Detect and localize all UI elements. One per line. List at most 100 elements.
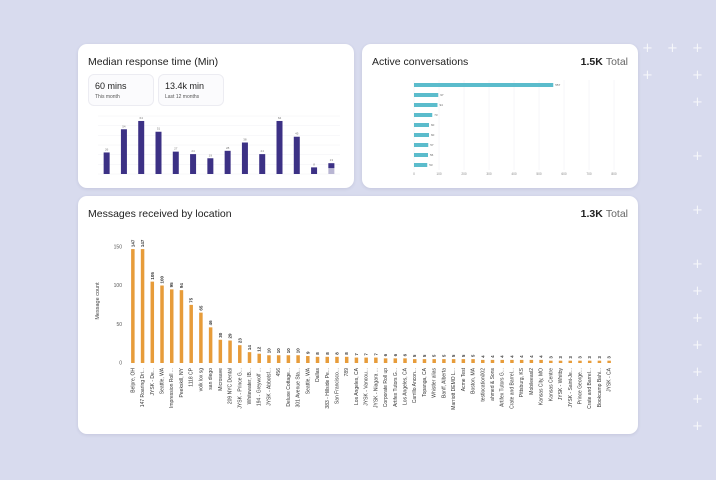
x-tick-label: san diego [208,368,214,390]
x-tick-label: Carrillo Ancon... [412,368,418,403]
bar-value-label: 46 [208,320,213,326]
median-bar [207,158,214,174]
x-tick-label: 500 [536,172,542,176]
bar-value-label: 5 [461,354,466,357]
active-conversations-card: Active conversations 1.5K Total 0 100 200 30… [362,44,638,188]
median-response-title: Median response time (Min) [88,56,219,68]
location-bar [228,340,232,363]
bar-value-label: 147 [140,239,145,247]
stat-this-month: 60 mins This month [88,74,154,106]
location-bar [510,359,514,363]
bar-value-label: 57 [430,143,434,147]
location-bar [218,339,223,363]
bar-value-label: 5 [471,354,476,357]
location-bar [296,355,300,363]
bar-value-label: 60 [431,123,435,127]
bar-value-label: 28 [226,146,230,150]
location-bar [286,355,291,363]
x-tick-label: 789 [344,368,350,377]
active-conversations-chart: 0 100 200 300 400 500 600 700 800 557 97 94 73 60 60 57… [413,80,617,176]
location-bar [393,358,398,363]
x-tick-label: Marriott DEMO L... [451,368,457,410]
x-tick-label: Artifex Tutors G... [393,368,399,407]
bar-value-label: 3 [548,356,553,359]
bar-value-label: 3 [568,356,573,359]
x-tick-label: 200 [461,172,467,176]
bar-value-label: 51 [157,127,161,131]
x-tick-label: Impression Roll ... [169,368,175,408]
x-tick-label: 0 [413,172,415,176]
bar-value-label: 64 [140,116,144,120]
x-tick-label: Deluxe Cottage... [286,368,292,407]
location-bar [558,360,563,363]
x-tick-label: 456 [276,368,282,377]
bar-value-label: 24 [261,149,265,153]
location-bar [549,360,553,363]
location-bar [276,355,281,363]
bar-value-label: 5 [432,354,437,357]
decorative-plus: + [642,68,653,83]
x-tick-label: Seattle, WA [305,367,311,394]
location-bar [539,359,543,363]
location-bar [199,312,203,363]
messages-total: 1.3K Total [581,208,628,220]
x-tick-label: 300 [486,172,492,176]
x-tick-label: Prince George... [577,368,583,404]
stat-label: Last 12 months [165,94,200,100]
bar-value-label: 10 [276,348,281,354]
conversation-bar [414,163,428,167]
conversation-bar [414,143,429,147]
location-bar [500,359,504,363]
location-bar [374,357,378,363]
bar-value-label: 3 [587,356,592,359]
bar-value-label: 29 [228,333,233,339]
x-tick-label: 209 NYC Dental [228,368,234,404]
median-bar [224,150,231,174]
location-bar [471,359,475,363]
decorative-plus: + [692,419,703,434]
x-tick-label: Whitewater, IB... [247,368,253,404]
decorative-plus: + [692,365,703,380]
location-bar [587,360,592,363]
bar-value-label: 4 [480,355,485,358]
x-tick-label: Boston, MA [471,367,477,394]
bar-value-label: 73 [434,113,438,117]
y-tick-label: 150 [114,244,123,250]
x-tick-label: Los Angeles, CA [403,367,409,405]
x-tick-label: 383 - Hillside Pe... [325,368,331,409]
x-tick-label: Topanga, CA [422,367,428,397]
location-bar [422,359,427,363]
median-bar [241,142,248,174]
active-conversations-total: 1.5K Total [581,56,628,68]
x-tick-label: Pittsburg, KS [519,367,525,397]
x-tick-label: JYSK - Prince G... [237,368,243,409]
bar-value-label: 65 [198,305,203,311]
total-value: 1.3K [580,208,603,220]
location-bar [315,356,320,363]
bar-value-label: 75 [189,297,194,303]
bar-value-label: 6 [393,353,398,356]
bar-value-label: 7 [354,353,359,356]
median-bar [138,120,145,174]
location-bar [412,359,417,363]
location-bar [451,359,456,363]
median-response-card: Median response time (Min) 60 mins This … [78,44,354,188]
stat-value: 60 mins [95,81,127,91]
conversation-bar [414,103,438,107]
location-bar [461,359,466,363]
x-tick-label: 400 [511,172,517,176]
bar-value-label: 10 [296,348,301,354]
bar-value-label: 95 [169,282,174,288]
bar-value-label: 3 [577,356,582,359]
bar-value-label: 6 [383,353,388,356]
x-tick-label: Crate and Barrel... [509,368,515,409]
bar-value-label: 8 [325,352,330,355]
x-tick-label: volk lox sg [198,368,204,392]
x-tick-label: 301 Avenue Sta... [296,368,302,407]
location-bar [325,356,330,363]
median-bar [311,167,318,174]
bar-value-label: 23 [237,338,242,344]
decorative-plus: + [692,257,703,272]
bar-value-label: 7 [373,353,378,356]
x-tick-label: 600 [561,172,567,176]
